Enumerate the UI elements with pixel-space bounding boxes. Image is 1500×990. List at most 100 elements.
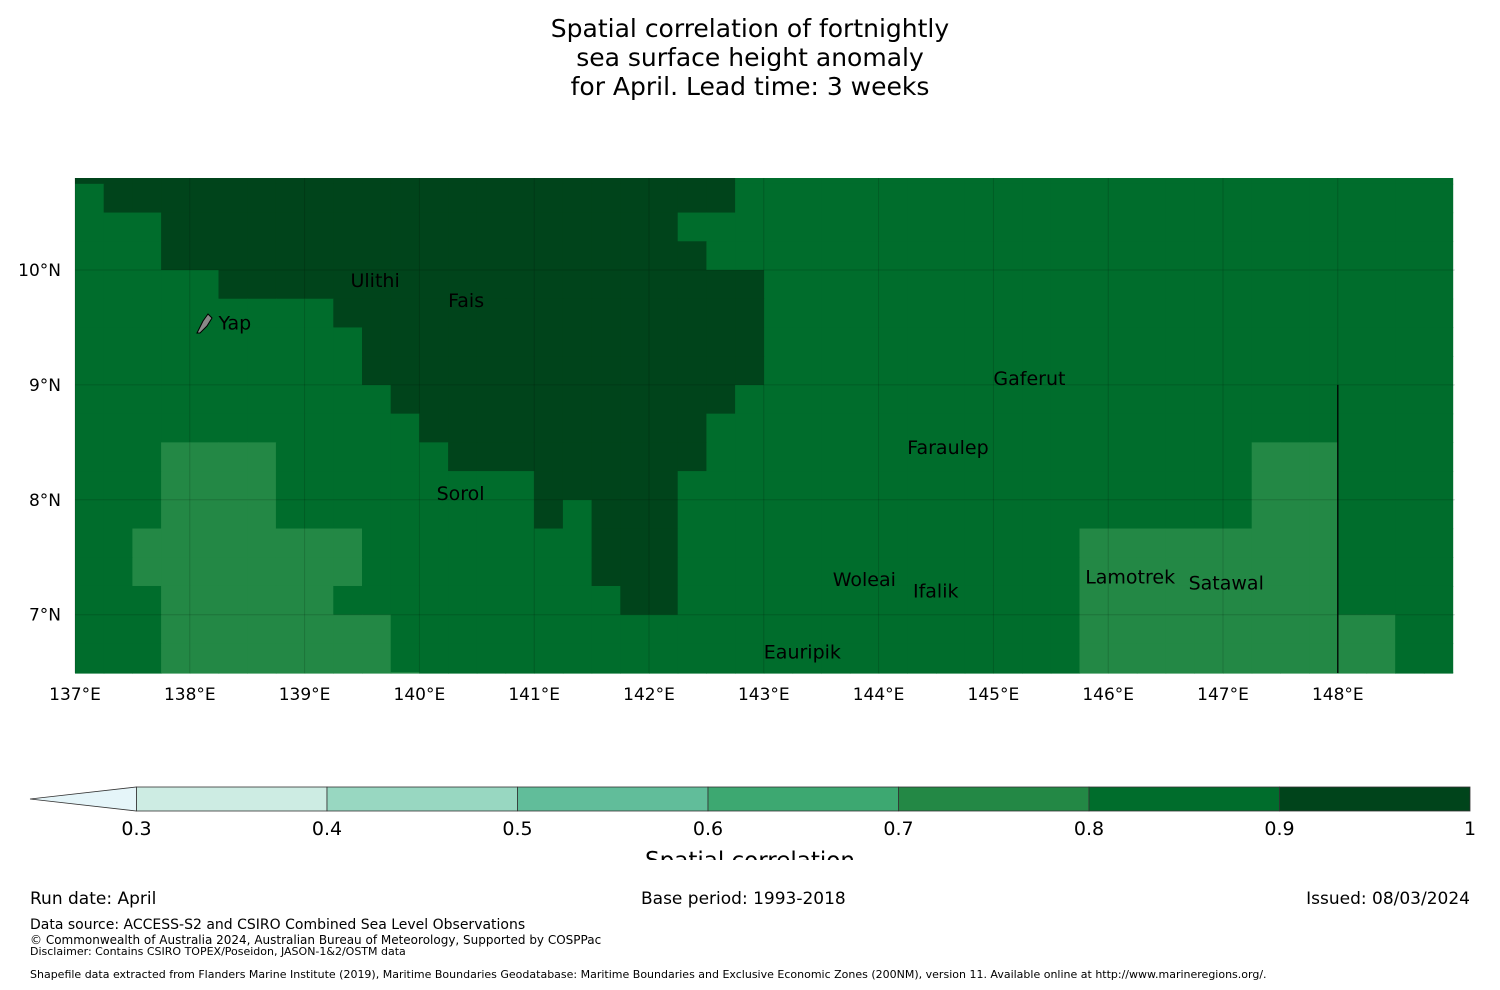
grid-cell: [964, 557, 994, 587]
grid-cell: [677, 178, 707, 185]
grid-cell: [620, 499, 650, 530]
place-label-faraulep: Faraulep: [907, 437, 988, 459]
grid-cell: [75, 528, 105, 558]
grid-cell: [591, 356, 621, 386]
grid-cell: [792, 298, 822, 329]
place-label-satawal: Satawal: [1189, 572, 1264, 594]
grid-cell: [247, 183, 277, 214]
grid-cell: [735, 183, 765, 214]
grid-cell: [878, 413, 908, 443]
grid-cell: [907, 241, 937, 271]
grid-cell: [1280, 528, 1310, 558]
grid-cell: [304, 643, 334, 673]
grid-cell: [649, 241, 679, 271]
grid-cell: [649, 672, 679, 674]
grid-cell: [1050, 442, 1081, 472]
grid-cell: [1050, 643, 1081, 673]
grid-cell: [103, 298, 133, 329]
grid-cell: [534, 212, 564, 242]
grid-cell: [103, 178, 133, 185]
grid-cell: [1337, 241, 1368, 271]
grid-cell: [333, 178, 363, 185]
grid-cell: [821, 557, 851, 587]
grid-cell: [161, 298, 191, 329]
grid-cell: [1309, 327, 1339, 357]
grid-cell: [1366, 327, 1396, 357]
grid-cell: [620, 614, 650, 645]
grid-cell: [1337, 384, 1368, 415]
grid-cell: [1309, 585, 1339, 616]
grid-cell: [677, 471, 707, 501]
grid-cell: [275, 212, 306, 242]
grid-cell: [189, 327, 220, 357]
grid-cell: [1309, 298, 1339, 329]
grid-cell: [1108, 528, 1138, 558]
grid-cell: [706, 270, 736, 300]
grid-cell: [1194, 183, 1224, 214]
grid-cell: [161, 384, 191, 415]
grid-cell: [849, 499, 880, 530]
grid-cell: [218, 528, 248, 558]
grid-cell: [620, 585, 650, 616]
grid-cell: [677, 499, 707, 530]
place-label-yap: Yap: [218, 313, 252, 335]
grid-cell: [677, 413, 707, 443]
grid-cell: [476, 643, 507, 673]
grid-cell: [132, 178, 162, 185]
grid-cell: [1309, 499, 1339, 530]
colorbar-tick-label: 0.9: [1264, 818, 1294, 840]
grid-cell: [1108, 298, 1138, 329]
grid-cell: [1165, 212, 1195, 242]
base-period: Base period: 1993-2018: [641, 889, 846, 909]
grid-cell: [677, 183, 707, 214]
grid-cell: [1079, 183, 1109, 214]
grid-cell: [1280, 183, 1310, 214]
grid-cell: [1309, 183, 1339, 214]
grid-cell: [964, 643, 994, 673]
grid-cell: [1194, 413, 1224, 443]
grid-cell: [419, 270, 449, 300]
grid-cell: [849, 643, 880, 673]
grid-cell: [1136, 384, 1167, 415]
grid-cell: [1337, 528, 1368, 558]
grid-cell: [1223, 442, 1253, 472]
grid-cell: [792, 557, 822, 587]
grid-cell: [247, 614, 277, 645]
grid-cell: [247, 270, 277, 300]
grid-cell: [735, 614, 765, 645]
place-label-eauripik: Eauripik: [764, 641, 841, 663]
grid-cell: [792, 643, 822, 673]
grid-cell: [534, 356, 564, 386]
grid-cell: [75, 384, 105, 415]
grid-cell: [1108, 557, 1138, 587]
grid-cell: [333, 270, 363, 300]
grid-cell: [1223, 356, 1253, 386]
latitude-tick-label: 10°N: [18, 261, 61, 281]
grid-cell: [275, 471, 306, 501]
grid-cell: [505, 212, 535, 242]
grid-cell: [1251, 413, 1281, 443]
grid-cell: [419, 528, 449, 558]
grid-cell: [620, 442, 650, 472]
grid-cell: [1366, 614, 1396, 645]
grid-cell: [189, 471, 220, 501]
grid-cell: [75, 672, 105, 674]
grid-cell: [218, 183, 248, 214]
grid-cell: [821, 356, 851, 386]
grid-cell: [1136, 183, 1167, 214]
grid-cell: [1223, 212, 1253, 242]
grid-cell: [1136, 327, 1167, 357]
grid-cell: [362, 557, 392, 587]
grid-cell: [849, 557, 880, 587]
grid-cell: [907, 643, 937, 673]
grid-cell: [218, 384, 248, 415]
grid-cell: [390, 298, 420, 329]
grid-cell: [333, 471, 363, 501]
grid-cell: [1309, 672, 1339, 674]
grid-cell: [1366, 270, 1396, 300]
grid-cell: [1423, 298, 1454, 329]
grid-cell: [75, 298, 105, 329]
grid-cell: [620, 212, 650, 242]
grid-cell: [677, 528, 707, 558]
grid-cell: [1136, 442, 1167, 472]
